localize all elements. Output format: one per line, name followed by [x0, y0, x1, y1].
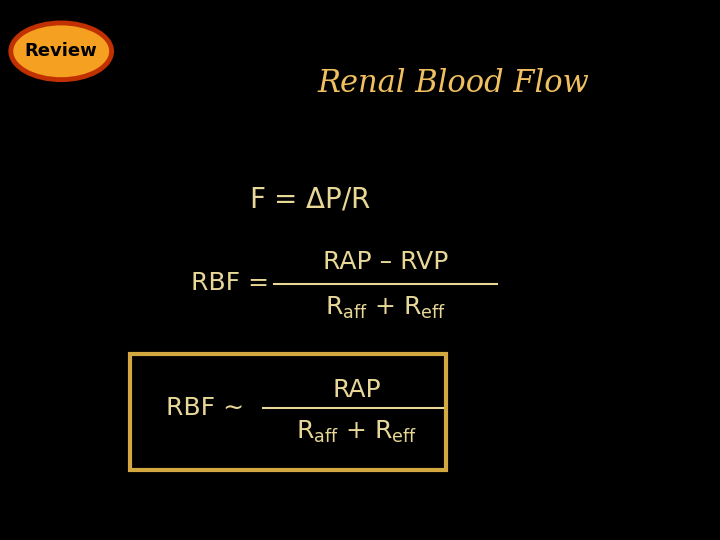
- Text: RBF =: RBF =: [192, 272, 269, 295]
- Text: RBF ∼: RBF ∼: [166, 396, 244, 420]
- Text: RAP – RVP: RAP – RVP: [323, 250, 448, 274]
- Text: R$_{\mathregular{aff}}$ + R$_{\mathregular{eff}}$: R$_{\mathregular{aff}}$ + R$_{\mathregul…: [325, 295, 446, 321]
- Ellipse shape: [11, 23, 112, 80]
- Text: RAP: RAP: [332, 378, 381, 402]
- Text: Review: Review: [24, 42, 98, 60]
- FancyBboxPatch shape: [130, 354, 446, 470]
- Text: Renal Blood Flow: Renal Blood Flow: [318, 68, 590, 99]
- Text: F = $\Delta$P/R: F = $\Delta$P/R: [248, 186, 371, 214]
- Text: R$_{\mathregular{aff}}$ + R$_{\mathregular{eff}}$: R$_{\mathregular{aff}}$ + R$_{\mathregul…: [296, 419, 417, 445]
